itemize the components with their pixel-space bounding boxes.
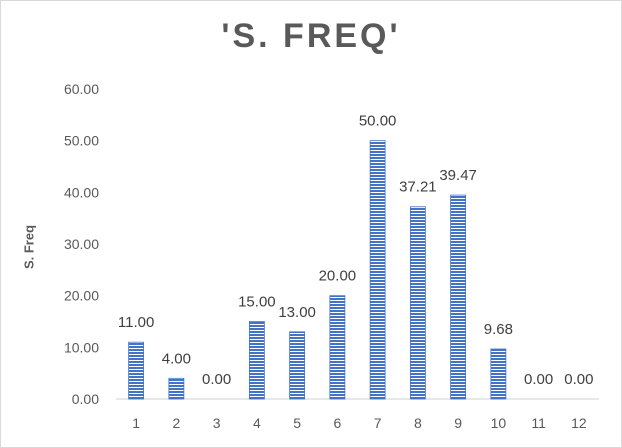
x-tick-label: 9 [454, 415, 462, 431]
data-label: 11.00 [118, 314, 154, 331]
data-label: 39.47 [439, 167, 477, 184]
x-tick-label: 11 [531, 415, 546, 431]
y-tick-label: 30.00 [64, 236, 99, 252]
data-label: 0.00 [202, 371, 231, 388]
x-tick-label: 3 [213, 415, 221, 431]
bar [409, 206, 426, 400]
y-tick-label: 60.00 [64, 81, 99, 97]
x-tick-label: 2 [172, 415, 180, 431]
x-tick-label: 10 [491, 415, 507, 431]
bar [289, 331, 306, 400]
bar [128, 341, 145, 400]
bar [168, 377, 185, 400]
data-label: 13.00 [278, 304, 316, 321]
data-label: 9.68 [484, 321, 513, 338]
x-tick-label: 8 [414, 415, 422, 431]
x-tick-label: 1 [132, 415, 140, 431]
data-label: 15.00 [238, 294, 276, 311]
bar-layer [128, 140, 507, 400]
chart-title: 'S. FREQ' [221, 17, 401, 55]
y-tick-label: 40.00 [64, 184, 99, 200]
bar [329, 295, 346, 400]
x-tick-label: 7 [374, 415, 382, 431]
y-tick-label: 20.00 [64, 288, 99, 304]
data-label: 37.21 [399, 179, 437, 196]
bar [248, 321, 265, 400]
bar [450, 194, 467, 400]
y-tick-label: 50.00 [64, 133, 99, 149]
data-label: 0.00 [524, 371, 553, 388]
y-tick-label: 10.00 [64, 339, 99, 355]
data-label: 50.00 [359, 113, 397, 130]
x-tick-label: 6 [333, 415, 341, 431]
x-tick-label: 12 [571, 415, 587, 431]
x-tick-label: 4 [253, 415, 261, 431]
data-label: 4.00 [162, 350, 191, 367]
x-tick-label: 5 [293, 415, 301, 431]
data-label: 20.00 [319, 268, 357, 285]
bar [490, 348, 507, 400]
y-tick-label: 0.00 [72, 391, 99, 407]
data-label: 0.00 [564, 371, 593, 388]
bar [369, 140, 386, 400]
